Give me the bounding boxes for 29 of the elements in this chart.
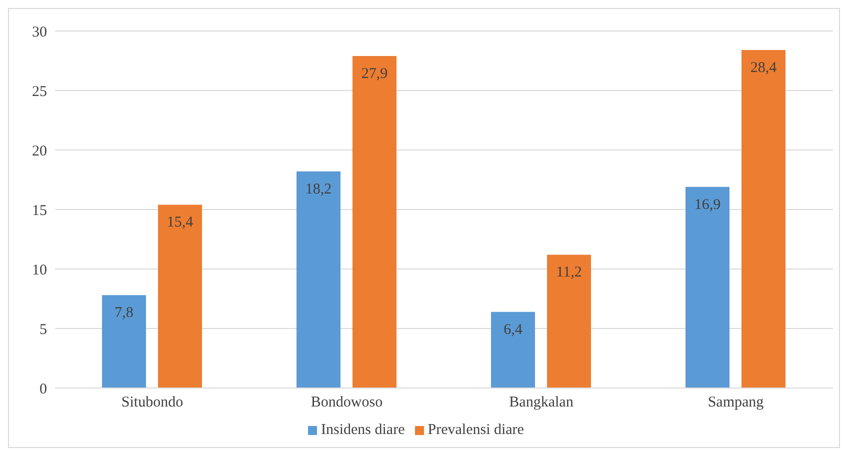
x-tick-label: Bangkalan [509, 394, 574, 411]
y-tick-label: 5 [40, 322, 47, 338]
data-label: 6,4 [504, 322, 523, 338]
data-label: 7,8 [114, 305, 134, 322]
y-tick-label: 15 [32, 202, 47, 219]
bar [352, 56, 396, 388]
legend-label: Insidens diare [321, 422, 405, 438]
x-tick-label: Bondowoso [310, 394, 383, 411]
bar [102, 295, 146, 388]
data-label: 16,9 [694, 196, 721, 213]
data-label: 27,9 [361, 66, 388, 82]
bar [296, 171, 340, 388]
y-tick-label: 20 [32, 143, 47, 160]
bar [158, 204, 202, 388]
x-tick-label: Situbondo [121, 394, 184, 411]
bar [686, 186, 730, 388]
data-label: 15,4 [166, 214, 194, 231]
x-tick-label: Sampang [708, 394, 764, 411]
y-tick-label: 30 [32, 24, 47, 40]
bar [491, 312, 535, 388]
data-label: 11,2 [556, 264, 582, 281]
bar [547, 254, 591, 388]
y-tick-label: 25 [32, 84, 47, 100]
bar [742, 50, 786, 388]
data-label: 18,2 [305, 181, 332, 198]
legend-label: Prevalensi diare [428, 422, 524, 438]
data-label: 28,4 [750, 60, 778, 76]
y-tick-label: 0 [40, 381, 47, 398]
y-tick-label: 10 [32, 262, 47, 278]
